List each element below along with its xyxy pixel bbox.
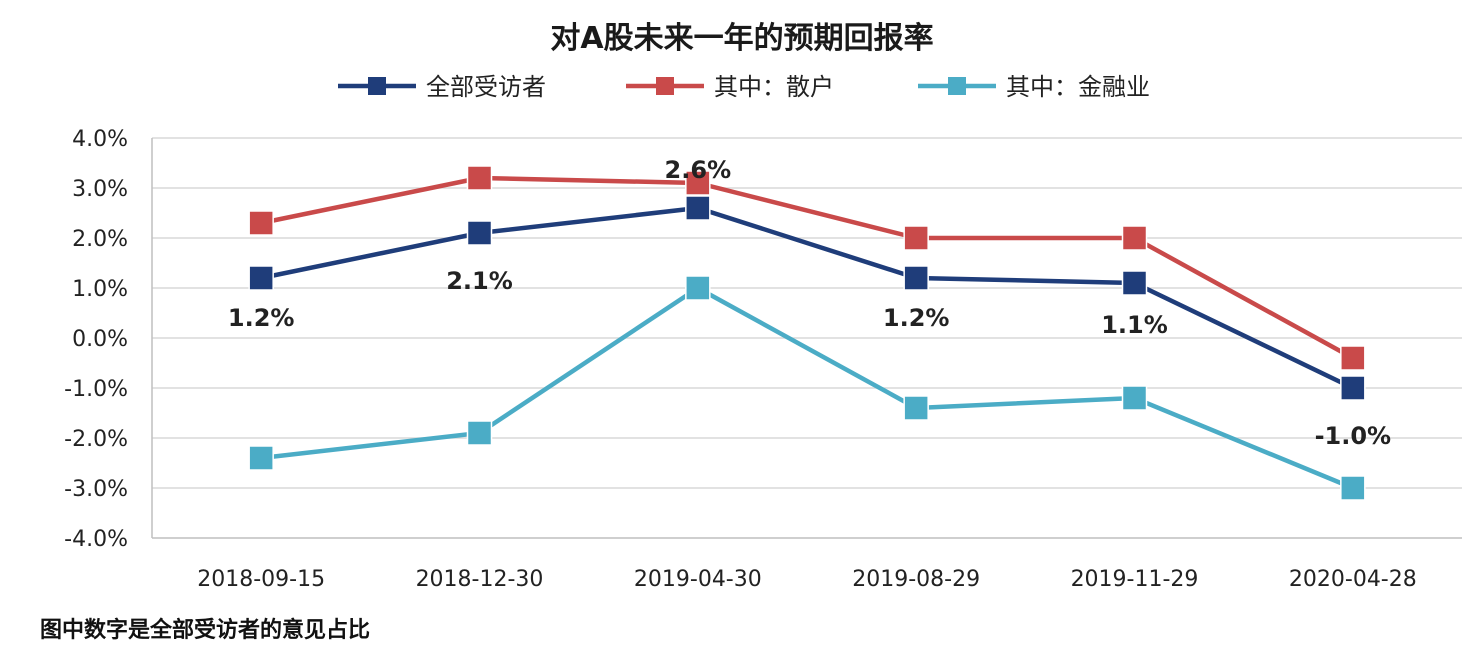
data-point — [685, 275, 711, 301]
data-point — [248, 445, 274, 471]
x-tick-label: 2018-09-15 — [197, 567, 325, 592]
y-tick-label: 3.0% — [72, 177, 128, 202]
data-point — [248, 210, 274, 236]
series-group — [248, 165, 1366, 501]
data-point — [1340, 345, 1366, 371]
axes — [151, 138, 1462, 539]
data-point — [1340, 475, 1366, 501]
data-label: 2.6% — [665, 156, 732, 184]
data-point — [903, 265, 929, 291]
y-tick-label: -4.0% — [64, 527, 128, 552]
data-point — [1121, 385, 1148, 411]
chart: 对A股未来一年的预期回报率 全部受访者 其中：散户 其中：金融业 4.0% 3.0% 2… — [64, 21, 1462, 592]
data-point — [1121, 270, 1148, 296]
data-point — [466, 420, 493, 446]
legend-marker — [656, 77, 674, 95]
x-tick-label: 2019-08-29 — [852, 567, 980, 592]
x-tick-label: 2018-12-30 — [416, 567, 544, 592]
series-line — [260, 285, 1354, 491]
legend: 全部受访者 其中：散户 其中：金融业 — [338, 73, 1150, 101]
y-tick-label: 1.0% — [72, 277, 128, 302]
data-label: 1.2% — [883, 304, 950, 332]
data-point — [1121, 225, 1148, 251]
x-tick-label: 2019-04-30 — [634, 567, 762, 592]
data-point — [903, 395, 929, 421]
x-tick-label: 2020-04-28 — [1289, 567, 1417, 592]
data-label: 1.1% — [1101, 311, 1168, 339]
gridlines — [152, 137, 1462, 489]
y-tick-label: -1.0% — [64, 377, 128, 402]
y-tick-label: -3.0% — [64, 477, 128, 502]
data-point — [685, 195, 711, 221]
data-point — [685, 170, 711, 196]
series-line — [260, 205, 1354, 391]
data-point — [1340, 375, 1366, 401]
legend-label: 全部受访者 — [426, 73, 546, 101]
series-1 — [248, 195, 1366, 401]
series-2 — [248, 165, 1366, 371]
legend-label: 其中：散户 — [714, 73, 834, 101]
data-label: 1.2% — [228, 304, 295, 332]
data-label: 2.1% — [446, 267, 513, 295]
legend-marker — [948, 77, 966, 95]
x-axis-ticks: 2018-09-15 2018-12-30 2019-04-30 2019-08-29… — [197, 567, 1417, 592]
series-3 — [248, 275, 1366, 501]
x-tick-label: 2019-11-29 — [1071, 567, 1199, 592]
legend-marker — [368, 77, 386, 95]
data-label: -1.0% — [1315, 422, 1392, 450]
legend-item: 全部受访者 — [338, 73, 546, 101]
y-axis-ticks: 4.0% 3.0% 2.0% 1.0% 0.0% -1.0% -2.0% -3.0% -4.0% — [64, 127, 128, 552]
data-point — [466, 220, 493, 246]
data-point — [903, 225, 929, 251]
y-tick-label: 2.0% — [72, 227, 128, 252]
y-tick-label: 0.0% — [72, 327, 128, 352]
y-tick-label: 4.0% — [72, 127, 128, 152]
legend-item: 其中：金融业 — [918, 73, 1150, 101]
footnote: 图中数字是全部受访者的意见占比 — [40, 618, 371, 643]
data-labels: 1.2% 2.1% 2.6% 1.2% 1.1% -1.0% — [228, 156, 1391, 450]
data-point — [466, 165, 493, 191]
data-point — [248, 265, 274, 291]
legend-item: 其中：散户 — [626, 73, 834, 101]
legend-label: 其中：金融业 — [1006, 73, 1150, 101]
chart-title: 对A股未来一年的预期回报率 — [550, 21, 933, 56]
series-line — [260, 175, 1354, 360]
y-tick-label: -2.0% — [64, 427, 128, 452]
